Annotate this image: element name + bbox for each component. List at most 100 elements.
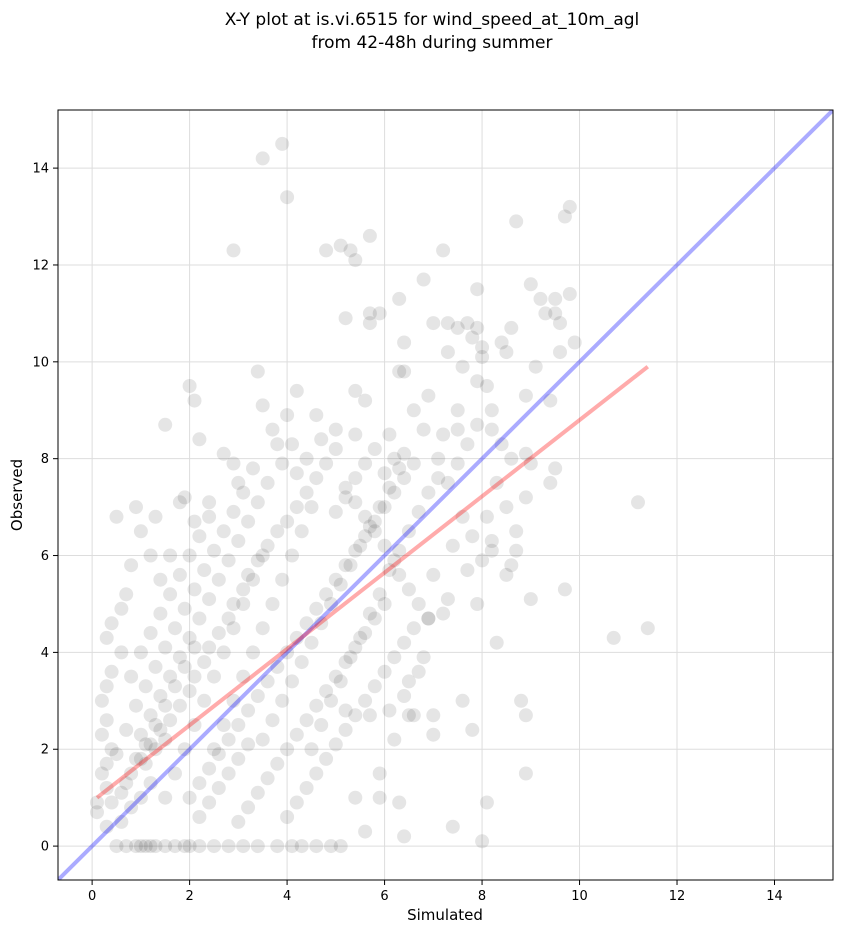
scatter-point (543, 475, 558, 490)
scatter-point (421, 611, 436, 626)
scatter-point (397, 446, 412, 461)
scatter-point (275, 572, 290, 587)
scatter-point (148, 509, 163, 524)
scatter-point (250, 553, 265, 568)
scatter-point (90, 805, 104, 820)
scatter-point (226, 243, 241, 258)
scatter-point (109, 747, 124, 762)
x-tick-label: 14 (766, 889, 783, 904)
scatter-point (129, 751, 143, 766)
scatter-point (348, 708, 363, 723)
scatter-point (304, 500, 319, 515)
scatter-point (348, 640, 363, 655)
scatter-point (143, 839, 158, 854)
y-tick-label: 2 (41, 743, 49, 758)
scatter-point (397, 689, 412, 703)
scatter-point (250, 689, 265, 703)
scatter-point (158, 417, 173, 432)
scatter-point (133, 751, 148, 766)
scatter-point (499, 567, 514, 582)
scatter-point (99, 679, 114, 694)
scatter-point (518, 388, 533, 403)
scatter-point (192, 529, 207, 544)
scatter-point (104, 664, 119, 679)
scatter-point (158, 640, 173, 655)
scatter-point (470, 597, 485, 611)
scatter-point (143, 708, 158, 723)
scatter-point (221, 839, 236, 854)
scatter-point (94, 693, 109, 708)
scatter-point (416, 422, 431, 437)
scatter-point (241, 703, 256, 718)
scatter-point (333, 839, 348, 854)
scatter-point (406, 403, 421, 418)
scatter-point (187, 514, 202, 529)
scatter-point (484, 403, 499, 418)
scatter-point (377, 466, 392, 481)
scatter-point (372, 790, 387, 805)
scatter-point (289, 727, 304, 742)
scatter-point (168, 679, 182, 694)
scatter-point (158, 698, 173, 713)
scatter-point (455, 509, 470, 524)
scatter-point (377, 664, 392, 679)
scatter-point (367, 442, 382, 456)
scatter-point (211, 747, 226, 762)
scatter-point (367, 514, 382, 529)
scatter-point (246, 572, 260, 587)
scatter-point (348, 495, 363, 510)
scatter-point (358, 509, 373, 524)
scatter-point (289, 500, 304, 515)
y-tick-label: 10 (32, 355, 49, 370)
scatter-point (270, 524, 285, 539)
x-tick-label: 4 (283, 889, 291, 904)
scatter-point (299, 485, 314, 500)
scatter-point (440, 592, 455, 607)
scatter-point (499, 345, 514, 360)
chart-title-line2: from 42-48h during summer (312, 33, 553, 53)
scatter-point (328, 572, 343, 587)
scatter-point (109, 509, 124, 524)
scatter-point (255, 732, 270, 747)
scatter-point (411, 597, 426, 611)
scatter-point (211, 781, 226, 795)
scatter-point (236, 839, 251, 854)
scatter-points (90, 136, 655, 854)
scatter-point (216, 524, 231, 539)
scatter-point (294, 839, 309, 854)
scatter-point (236, 485, 251, 500)
scatter-point (221, 611, 236, 626)
scatter-point (401, 708, 416, 723)
scatter-point (187, 718, 202, 732)
scatter-point (426, 708, 441, 723)
scatter-point (319, 684, 334, 699)
scatter-point (362, 708, 377, 723)
scatter-point (533, 291, 548, 306)
scatter-point (484, 422, 499, 437)
y-tick-label: 4 (41, 646, 49, 661)
scatter-point (372, 766, 387, 781)
scatter-point (358, 456, 373, 471)
scatter-point (221, 553, 236, 568)
scatter-point (479, 795, 494, 810)
scatter-point (246, 461, 260, 476)
scatter-point (494, 437, 509, 452)
scatter-point (348, 383, 363, 398)
scatter-point (90, 795, 104, 810)
scatter-point (280, 742, 295, 757)
scatter-point (241, 737, 256, 752)
y-tick-label: 8 (41, 452, 49, 467)
scatter-point (133, 645, 148, 660)
scatter-point (465, 529, 480, 544)
scatter-point (216, 446, 231, 461)
scatter-point (401, 674, 416, 689)
scatter-point (99, 630, 114, 645)
scatter-point (362, 606, 377, 621)
scatter-point (255, 151, 270, 166)
scatter-point (119, 776, 134, 791)
scatter-point (280, 645, 295, 660)
scatter-point (631, 495, 645, 510)
scatter-point (285, 437, 299, 452)
scatter-point (470, 374, 485, 389)
scatter-point (231, 751, 246, 766)
